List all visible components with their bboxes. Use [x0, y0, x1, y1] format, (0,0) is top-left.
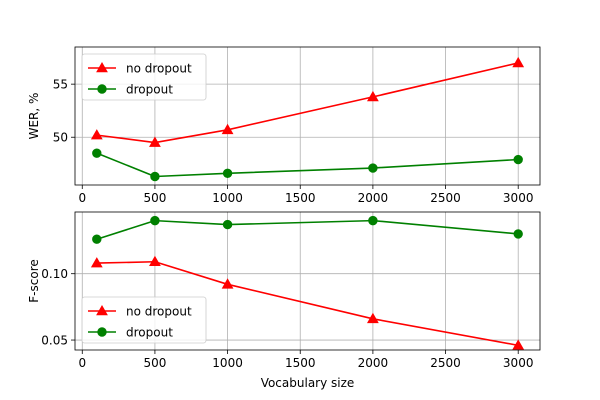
- legend: no dropout dropout: [81, 53, 207, 101]
- data-point-no-dropout: [367, 90, 379, 102]
- plot-frame: [74, 46, 541, 186]
- x-tick-label: 2500: [430, 191, 461, 205]
- x-tick-label: 2000: [358, 191, 389, 205]
- data-point-dropout: [222, 219, 233, 230]
- x-tick-label: 1000: [212, 356, 243, 370]
- x-tick-label: 2000: [358, 356, 389, 370]
- x-tick-label: 3000: [503, 191, 534, 205]
- data-point-no-dropout: [149, 255, 161, 267]
- data-point-no-dropout: [90, 129, 103, 140]
- data-point-dropout: [222, 168, 233, 179]
- series-line-dropout: [96, 152, 519, 178]
- x-tick-label: 1000: [212, 191, 243, 205]
- y-axis-label: WER, %: [27, 93, 41, 140]
- data-point-dropout: [368, 163, 378, 173]
- x-tick-label: 3000: [503, 356, 534, 370]
- data-point-dropout: [368, 215, 378, 226]
- plot-frame: [74, 211, 541, 351]
- x-tick-label: 2500: [430, 356, 461, 370]
- data-point-no-dropout: [149, 136, 161, 147]
- data-point-no-dropout: [367, 312, 379, 324]
- legend: no dropout dropout: [81, 296, 207, 344]
- y-tick-label: 0.05: [41, 334, 68, 348]
- x-tick-label: 0: [78, 191, 86, 205]
- legend-label-no-dropout: no dropout: [126, 62, 192, 76]
- y-tick-label: 0.10: [41, 267, 68, 281]
- data-point-no-dropout: [512, 56, 525, 68]
- data-point-no-dropout: [512, 339, 525, 350]
- y-axis-label: F-score: [27, 259, 41, 302]
- data-point-dropout: [150, 215, 160, 226]
- y-tick-label: 50: [53, 131, 68, 145]
- x-tick-label: 0: [78, 356, 86, 370]
- data-point-dropout: [150, 171, 160, 182]
- x-axis-label: Vocabulary size: [261, 376, 355, 390]
- data-point-no-dropout: [221, 278, 234, 289]
- data-point-dropout: [513, 229, 523, 239]
- x-tick-label: 500: [143, 356, 166, 370]
- data-point-no-dropout: [221, 123, 234, 135]
- y-tick-label: 55: [53, 78, 68, 92]
- x-tick-label: 500: [143, 191, 166, 205]
- data-point-dropout: [513, 154, 523, 165]
- legend-label-no-dropout: no dropout: [126, 305, 192, 319]
- x-tick-label: 1500: [285, 356, 316, 370]
- x-tick-label: 1500: [285, 191, 316, 205]
- legend-marker-no-dropout: [96, 61, 108, 73]
- legend-marker-dropout: [97, 84, 107, 94]
- legend-label-dropout: dropout: [126, 83, 173, 97]
- legend-marker-dropout: [97, 327, 107, 337]
- chart-panel-2: 0 500 1000 1500 2000 2500 3000 0.05 0.10F-score V…: [27, 211, 541, 390]
- data-point-dropout: [92, 234, 102, 244]
- chart-panel-1: 0 500 1000 1500 2000 2500 3000 50 55 WER, % no dro…: [27, 46, 541, 205]
- data-point-dropout: [92, 148, 102, 158]
- series-line-dropout: [96, 219, 519, 240]
- legend-label-dropout: dropout: [126, 326, 173, 340]
- data-point-no-dropout: [90, 257, 103, 268]
- legend-marker-no-dropout: [96, 304, 108, 316]
